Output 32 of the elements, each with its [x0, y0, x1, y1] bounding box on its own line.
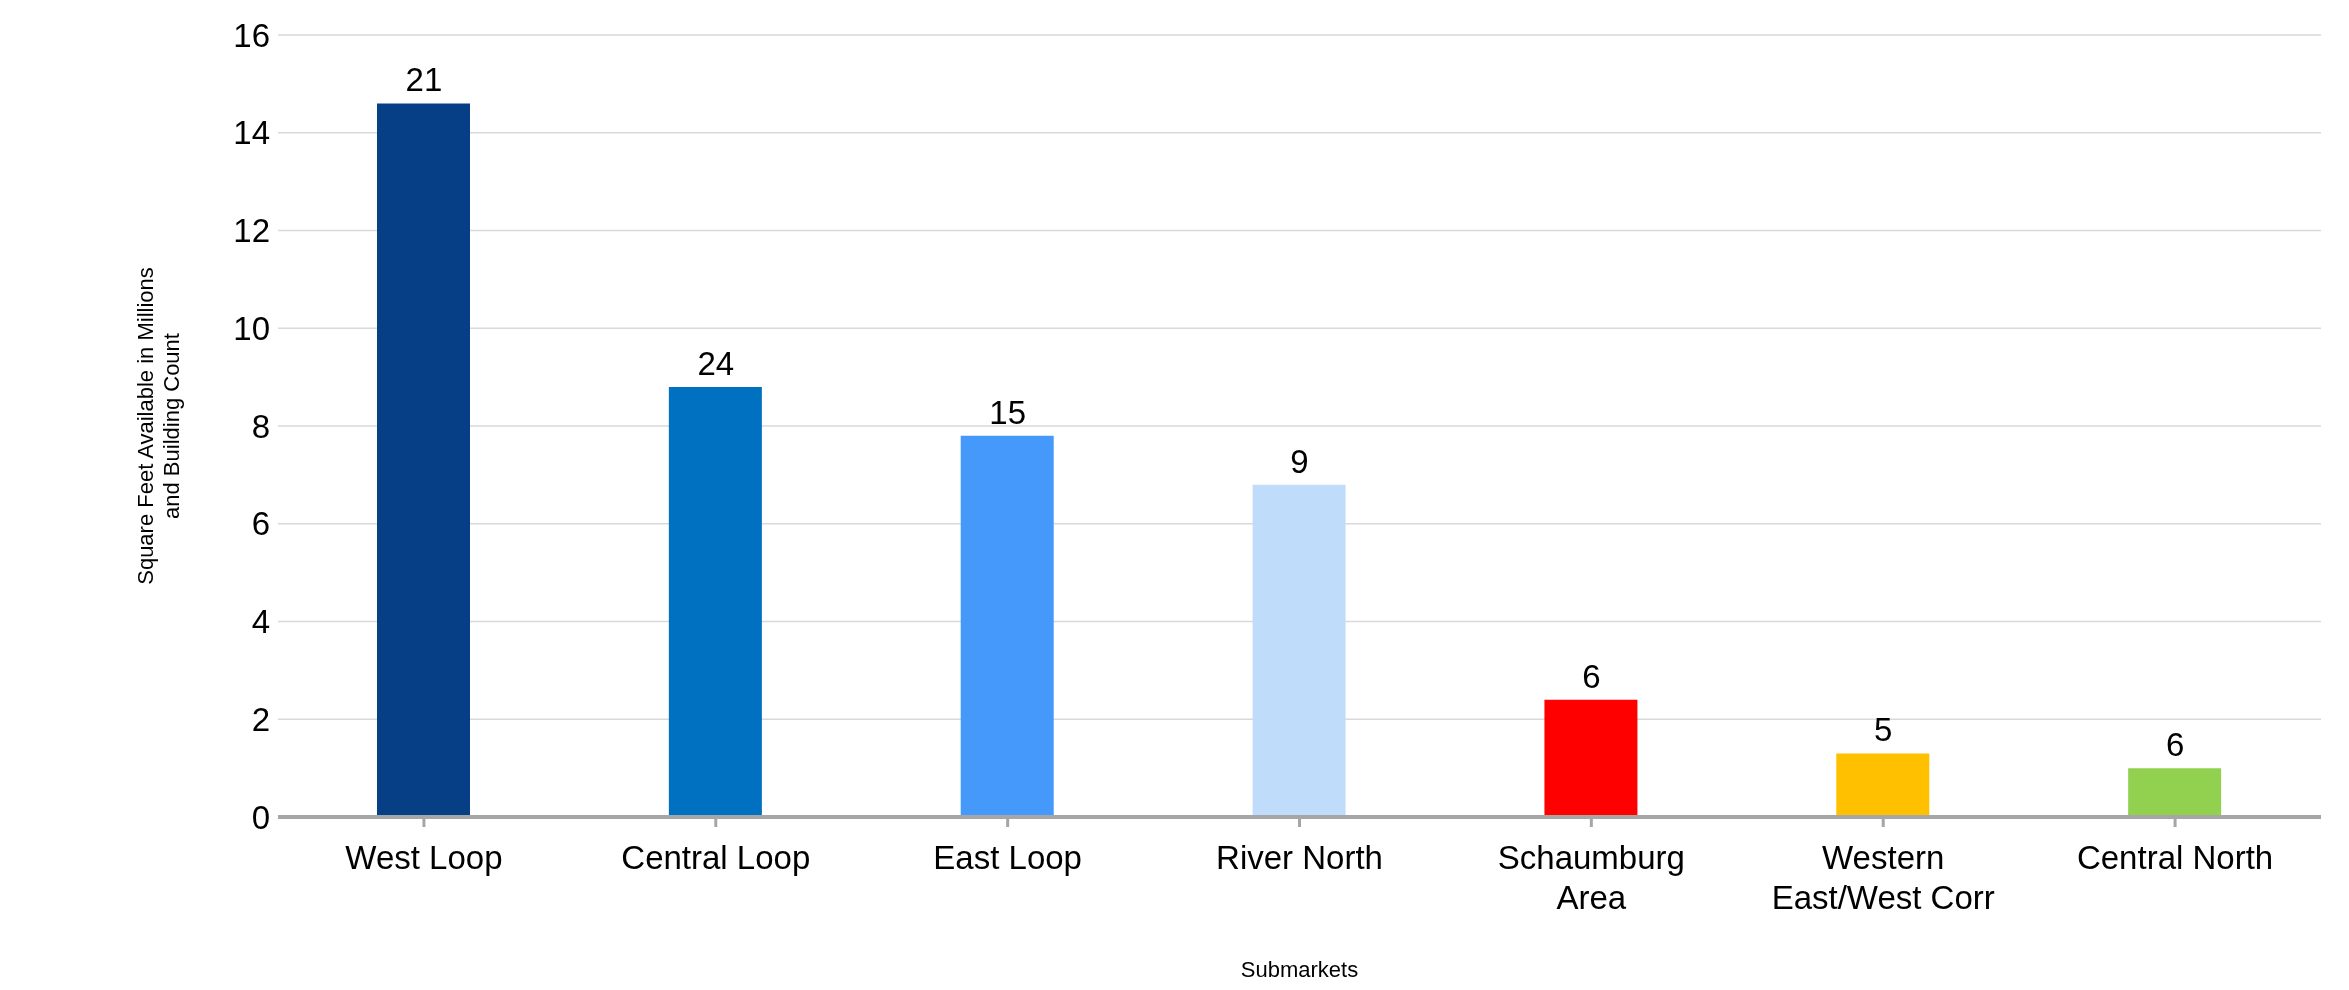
- annotation: 6: [2165, 726, 2185, 764]
- y-tick-label: 14: [233, 114, 270, 152]
- y-axis-title: Square Feet Available in Millions and Building Count: [133, 267, 184, 585]
- x-tick-label: East Loop: [933, 839, 1082, 876]
- x-tick-label: West Loop: [345, 839, 503, 876]
- y-tick-label: 8: [251, 407, 270, 445]
- y-tick-label: 4: [251, 603, 270, 641]
- bar: [960, 435, 1054, 817]
- bar: [1836, 753, 1930, 817]
- bar: [668, 386, 762, 817]
- bar: [1544, 699, 1638, 817]
- bar: [2128, 768, 2222, 817]
- annotation: 6: [1582, 657, 1601, 695]
- x-tick-label: Western East/West Corr: [1771, 839, 1995, 916]
- annotation: 9: [1290, 442, 1309, 480]
- y-tick-label: 6: [251, 505, 270, 543]
- x-tick-label: River North: [1216, 839, 1383, 876]
- y-tick-label: 12: [233, 212, 270, 250]
- y-tick-label: 2: [251, 700, 270, 738]
- x-tick-label: Central Loop: [621, 839, 811, 876]
- x-tick-label: Schaumburg Area: [1497, 839, 1685, 916]
- y-tick-label: 0: [251, 798, 270, 836]
- bar: [377, 103, 470, 817]
- annotation: 21: [405, 61, 443, 99]
- y-tick-label: 16: [233, 16, 270, 54]
- x-tick-label: Central North: [2076, 839, 2274, 876]
- annotation: 15: [989, 393, 1026, 431]
- bar: [1252, 484, 1346, 817]
- y-tick-label: 10: [233, 309, 270, 347]
- x-axis-title: Submarkets: [1240, 957, 1359, 982]
- annotation: 24: [697, 344, 735, 382]
- annotation: 5: [1874, 711, 1893, 749]
